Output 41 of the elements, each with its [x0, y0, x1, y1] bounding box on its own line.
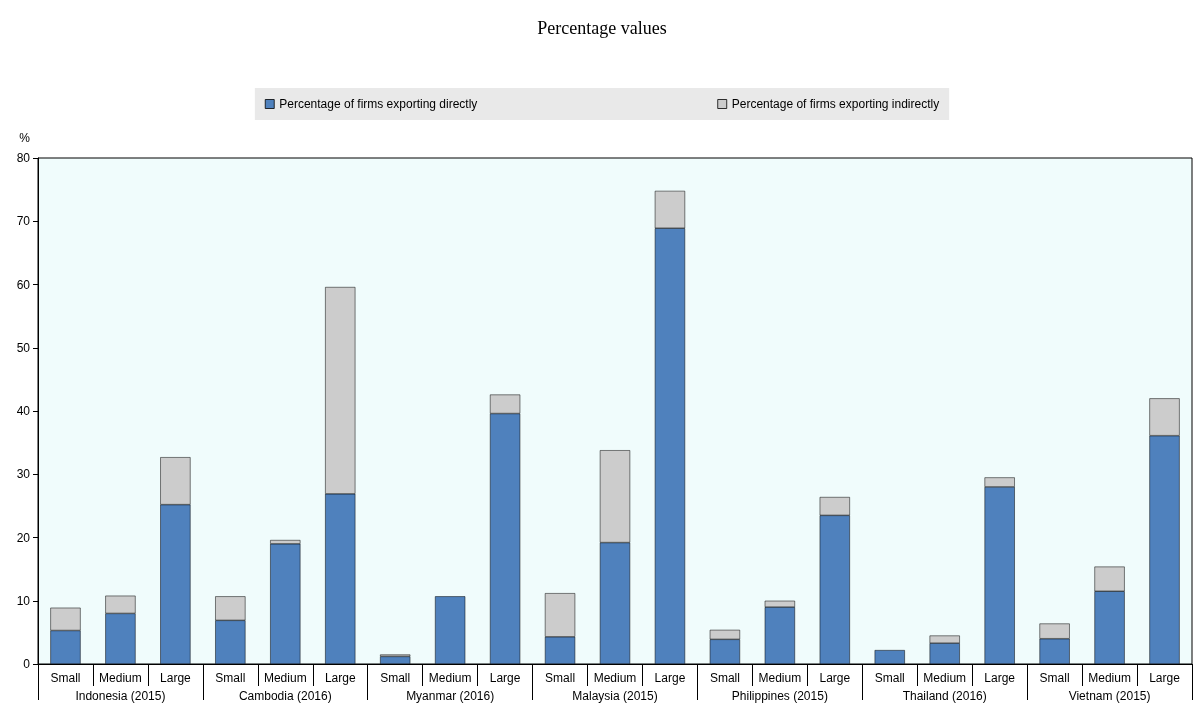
x-tick-label: Large: [984, 671, 1016, 685]
x-tick-label: Large: [489, 671, 521, 685]
x-tick-label: Large: [819, 671, 851, 685]
text: Myanmar (2016): [406, 689, 495, 703]
x-tick-label: Small: [1039, 671, 1070, 685]
y-tick-label: 30: [16, 467, 31, 482]
x-tick-label: Small: [380, 671, 411, 685]
text: Thailand (2016): [902, 689, 987, 703]
x-tick-label: Medium: [758, 671, 802, 685]
y-tick-label: 40: [16, 404, 31, 418]
x-tick-label: Medium: [428, 671, 472, 685]
text: Indonesia (2015): [75, 689, 166, 703]
x-tick-label: Small: [874, 671, 905, 685]
x-tick-label: Large: [654, 671, 686, 685]
x-tick-label: Medium: [923, 671, 967, 685]
x-tick-label: Large: [1149, 671, 1181, 685]
x-tick-label: Small: [545, 671, 576, 685]
y-tick-label: 60: [16, 277, 31, 292]
x-tick-label: Large: [160, 671, 192, 685]
text: Vietnam (2015): [1068, 689, 1151, 703]
x-tick-label: Medium: [1088, 671, 1131, 685]
y-tick-label: 70: [16, 214, 31, 229]
y-tick-label: 50: [16, 340, 31, 355]
x-tick-label: Small: [215, 671, 246, 685]
x-tick-label: Large: [324, 671, 356, 685]
legend-label: Percentage of firms exporting indirectly: [731, 97, 940, 111]
x-tick-label: Medium: [99, 671, 142, 685]
chart-title: Percentage values: [537, 18, 667, 38]
y-tick-label: 20: [16, 530, 31, 545]
y-tick-label: 80: [16, 151, 31, 165]
y-axis-title: %: [19, 131, 31, 145]
text: Philippines (2015): [731, 689, 828, 703]
x-tick-label: Small: [50, 671, 81, 685]
y-tick-label: 0: [23, 657, 31, 671]
x-tick-label: Medium: [263, 671, 307, 685]
text: Malaysia (2015): [572, 689, 658, 703]
legend-label: Percentage of firms exporting directly: [279, 97, 478, 111]
y-tick-label: 10: [16, 593, 31, 608]
x-tick-label: Small: [709, 671, 740, 685]
text: Cambodia (2016): [238, 689, 332, 703]
x-tick-label: Medium: [593, 671, 637, 685]
